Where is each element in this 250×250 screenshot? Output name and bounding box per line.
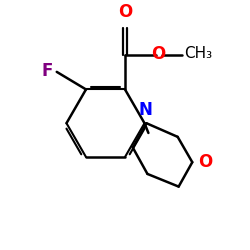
Text: O: O [151, 45, 165, 63]
Text: O: O [198, 153, 212, 171]
Text: CH₃: CH₃ [184, 46, 212, 61]
Text: F: F [42, 62, 53, 80]
Text: N: N [138, 101, 152, 119]
Text: O: O [118, 3, 132, 21]
